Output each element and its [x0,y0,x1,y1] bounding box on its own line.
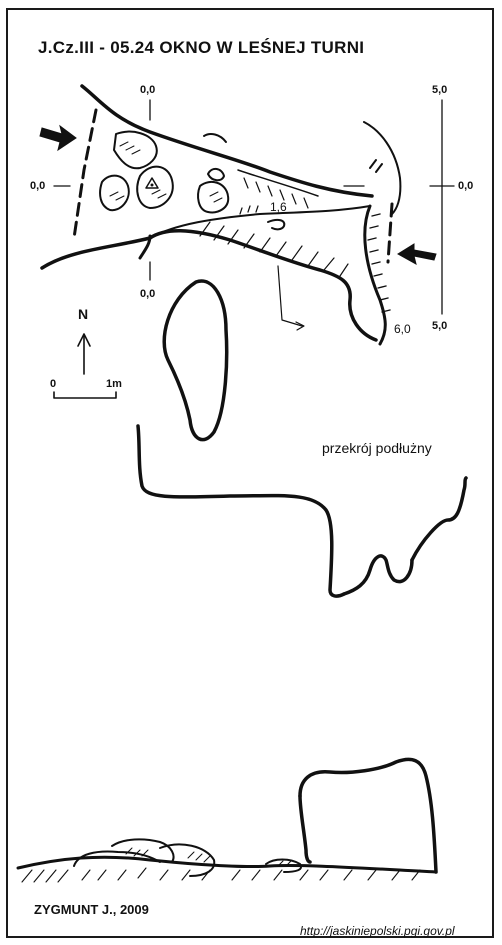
plan-lower-wall [40,229,378,342]
depth-label-left: 0,0 [30,180,46,192]
scale-start-label: 0 [50,378,57,390]
plan-step [267,218,286,231]
plan-inner-edge [149,205,371,239]
section-profile-upper [136,424,346,598]
section-window-left-side [298,794,312,864]
boulder-3 [159,843,216,877]
north-label: N [78,306,89,322]
entrance-left-dashed [72,108,98,240]
map-title: J.Cz.III - 05.24 OKNO W LEŚNEJ TURNI [38,38,365,57]
boulder-hatching [125,847,292,867]
depth-label-lower-right: 6,0 [394,322,411,336]
plan-outer-right-b [369,159,383,173]
source-url: http://jaskiniepolski.pgi.gov.pl [300,924,455,938]
rock-block-6 [203,133,227,143]
boulder-4 [265,858,302,873]
map-frame [6,8,494,938]
section-profile-right [410,476,468,562]
boulder-2 [111,838,175,863]
entrance-right-dashed [386,202,394,264]
plan-upper-wall [80,84,374,198]
slope-hatching-right [367,213,391,313]
north-arrow-head [77,333,91,347]
plan-outer-right [363,121,402,215]
depth-label-top: 0,0 [140,84,156,96]
author-credit: ZYGMUNT J., 2009 [34,902,149,917]
section-line-arrowhead [295,321,305,331]
rock-block-2 [99,174,130,212]
survey-point-icon [145,177,159,189]
rock-block-3 [136,165,174,209]
depth-label-bottom: 0,0 [140,288,156,300]
slope-hatching-lower [199,221,349,277]
section-window-left [298,757,438,874]
rock-hatching [109,141,223,203]
isolated-rock-pillar [162,279,229,442]
boulder-1 [73,850,161,867]
section-profile-notch [342,554,414,596]
scale-bar-line [53,391,117,399]
scale-end-label: 1m [106,378,122,390]
entrance-arrow-left-icon [39,124,77,152]
ground-line [16,855,438,874]
depth-label-right-bottom: 5,0 [432,320,448,332]
depth-label-right-mid: 0,0 [458,180,474,192]
rock-block-4 [197,180,230,214]
rock-block-5 [207,168,225,182]
section-line [277,265,303,327]
slope-hatching-upper [237,169,319,197]
section-caption: przekrój podłużny [322,440,432,456]
depth-label-inner: 1,6 [270,200,287,214]
entrance-arrow-right-icon [397,243,437,265]
rock-block-1 [113,130,158,170]
depth-label-right-top: 5,0 [432,84,448,96]
ground-hatching [21,867,421,883]
